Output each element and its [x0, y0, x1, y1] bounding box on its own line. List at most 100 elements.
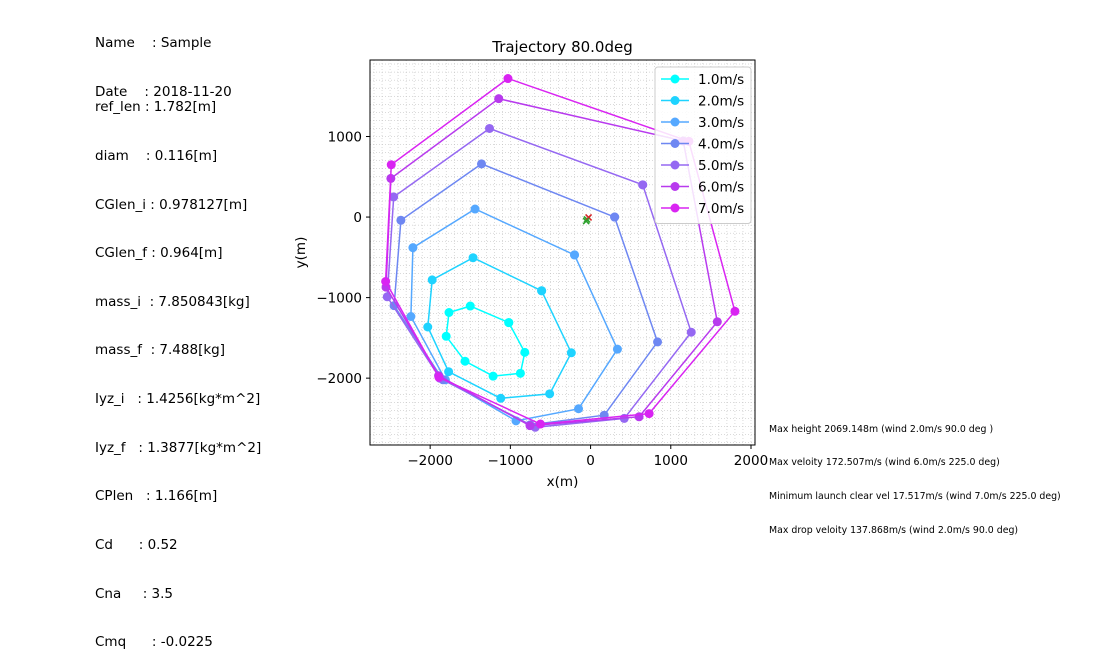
data-point: [476, 159, 486, 169]
y-tick-label: 1000: [328, 130, 362, 146]
data-point: [503, 74, 513, 84]
data-point: [730, 306, 740, 316]
x-axis-label: x(m): [547, 474, 579, 490]
param-cglen-i: CGlen_i : 0.978127[m]: [95, 196, 248, 213]
data-point: [612, 344, 622, 354]
param-ref-len: ref_len : 1.782[m]: [95, 99, 217, 116]
param-mass-f: mass_f : 7.488[kg]: [95, 342, 225, 359]
data-point: [686, 327, 696, 337]
data-point: [396, 215, 406, 225]
legend-swatch-marker: [670, 96, 680, 105]
data-point: [712, 317, 722, 327]
data-point: [566, 348, 576, 358]
data-point: [644, 409, 654, 419]
data-point: [468, 253, 478, 263]
launch-point: [582, 217, 590, 225]
y-tick-label: −1000: [316, 291, 362, 307]
legend-label: 3.0m/s: [698, 115, 744, 131]
data-point: [494, 94, 504, 104]
data-point: [504, 318, 514, 328]
data-point: [525, 421, 535, 431]
data-point: [537, 286, 547, 296]
data-point: [408, 243, 418, 253]
data-point: [520, 347, 530, 357]
legend-entry: 4.0m/s: [661, 137, 744, 153]
launch-point: [585, 213, 593, 222]
legend-entry: 1.0m/s: [661, 72, 744, 88]
data-point: [444, 308, 454, 318]
data-point: [382, 292, 392, 302]
grid: [370, 60, 755, 445]
param-cglen-f: CGlen_f : 0.964[m]: [95, 245, 223, 262]
series-1: [441, 301, 530, 381]
data-point: [545, 389, 555, 399]
param-mass-i: mass_i : 7.850843[kg]: [95, 293, 250, 310]
legend-swatch-marker: [670, 160, 680, 170]
data-point: [515, 368, 525, 378]
data-point: [653, 337, 663, 347]
param-iyz-f: Iyz_f : 1.3877[kg*m^2]: [95, 439, 262, 456]
data-point: [381, 276, 391, 286]
summary-max-velocity: Max veloity 172.507m/s (wind 6.0m/s 225.…: [769, 457, 1000, 469]
series-2: [423, 253, 576, 403]
data-point: [406, 312, 416, 322]
data-point: [535, 419, 545, 429]
legend: 1.0m/s 2.0m/s 3.0m/s 4.0m/s 5.0m/s 6.0m/s 7.0m…: [654, 66, 752, 224]
data-point: [496, 393, 506, 403]
param-cmq: Cmq : -0.0225: [95, 634, 213, 651]
x-tick-label: −2000: [407, 453, 453, 469]
x-tick-label: −1000: [488, 453, 534, 469]
data-point: [460, 356, 470, 366]
summary-min-launch-clear: Minimum launch clear vel 17.517m/s (wind…: [769, 491, 1061, 503]
x-tick-label: 2000: [734, 453, 768, 469]
data-point: [574, 404, 584, 414]
summary-max-drop-velocity: Max drop veloity 137.868m/s (wind 2.0m/s…: [769, 525, 1019, 537]
legend-label: 7.0m/s: [698, 201, 744, 217]
param-cd: Cd : 0.52: [95, 536, 178, 553]
data-point: [638, 180, 648, 190]
legend-entry: 7.0m/s: [661, 201, 744, 217]
data-point: [386, 160, 396, 170]
x-tick-label: 0: [586, 453, 595, 469]
data-point: [423, 322, 433, 332]
name-line: Name : Sample: [95, 35, 212, 52]
legend-label: 4.0m/s: [698, 137, 744, 153]
data-point: [441, 331, 451, 341]
chart-title: Trajectory 80.0deg: [491, 38, 633, 56]
data-point: [570, 250, 580, 260]
legend-swatch-marker: [670, 203, 680, 213]
data-point: [485, 123, 495, 133]
y-tick-label: −2000: [316, 371, 362, 387]
trajectory-chart: −2000 −1000 0 1000 2000 −2000 −1000 0 1000 Traje…: [293, 38, 768, 490]
legend-entry: 5.0m/s: [661, 158, 744, 174]
y-tick-label: 0: [353, 210, 362, 226]
summary-stats: Max height 2069.148m (wind 2.0m/s 90.0 d…: [769, 401, 1061, 548]
legend-entry: 2.0m/s: [661, 94, 744, 110]
date-line: Date : 2018-11-20: [95, 84, 232, 101]
legend-label: 6.0m/s: [698, 180, 744, 196]
y-axis-label: y(m): [293, 237, 309, 269]
axis-ticks: −2000 −1000 0 1000 2000 −2000 −1000 0 1000: [316, 130, 768, 469]
plot-frame: [369, 59, 756, 446]
data-point: [427, 275, 437, 285]
summary-max-height: Max height 2069.148m (wind 2.0m/s 90.0 d…: [769, 423, 994, 435]
legend-label: 2.0m/s: [698, 94, 744, 110]
legend-label: 5.0m/s: [698, 158, 744, 174]
legend-box: [654, 66, 752, 224]
legend-entry: 6.0m/s: [661, 180, 744, 196]
data-point: [610, 212, 620, 222]
legend-entry: 3.0m/s: [661, 115, 744, 131]
data-point: [488, 371, 498, 381]
legend-swatch-marker: [670, 139, 680, 148]
data-point: [389, 192, 399, 202]
data-point: [465, 301, 475, 311]
legend-swatch-marker: [670, 74, 680, 84]
x-tick-label: 1000: [654, 453, 688, 469]
param-diam: diam : 0.116[m]: [95, 148, 218, 165]
launch-marker: [582, 213, 593, 225]
param-cna: Cna : 3.5: [95, 585, 174, 602]
data-point: [434, 372, 444, 382]
legend-swatch-marker: [670, 182, 680, 191]
data-point: [470, 204, 480, 214]
header-info: Name : Sample Date : 2018-11-20: [95, 3, 232, 116]
